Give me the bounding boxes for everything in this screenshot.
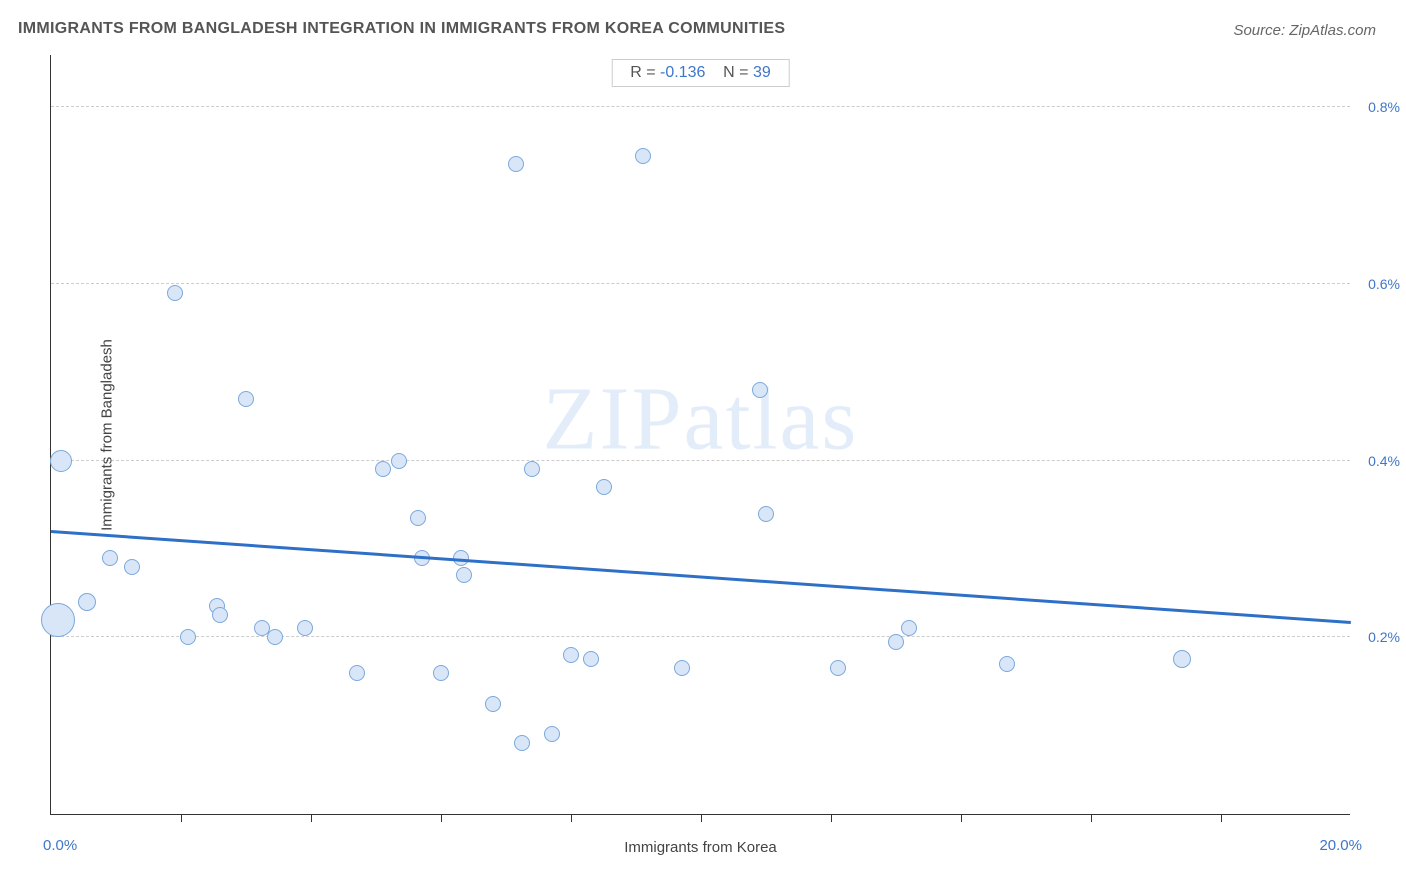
data-point bbox=[514, 735, 530, 751]
data-point bbox=[433, 665, 449, 681]
x-tick bbox=[571, 814, 572, 822]
gridline bbox=[51, 283, 1350, 284]
data-point bbox=[901, 620, 917, 636]
data-point bbox=[297, 620, 313, 636]
data-point bbox=[635, 148, 651, 164]
data-point bbox=[410, 510, 426, 526]
stats-box: R = -0.136 N = 39 bbox=[611, 59, 790, 87]
scatter-plot: ZIPatlas R = -0.136 N = 39 0.2%0.4%0.6%0… bbox=[50, 55, 1350, 815]
data-point bbox=[583, 651, 599, 667]
data-point bbox=[596, 479, 612, 495]
data-point bbox=[267, 629, 283, 645]
data-point bbox=[41, 603, 75, 637]
y-tick-label: 0.4% bbox=[1368, 453, 1400, 469]
y-axis-label: Immigrants from Bangladesh bbox=[98, 339, 115, 531]
n-label: N = bbox=[723, 64, 748, 81]
data-point bbox=[238, 391, 254, 407]
y-tick-label: 0.2% bbox=[1368, 629, 1400, 645]
x-tick bbox=[831, 814, 832, 822]
y-tick-label: 0.6% bbox=[1368, 276, 1400, 292]
gridline bbox=[51, 636, 1350, 637]
watermark-text: ZIPatlas bbox=[543, 368, 859, 471]
x-min-label: 0.0% bbox=[43, 837, 77, 854]
x-axis-label: Immigrants from Korea bbox=[624, 839, 777, 856]
data-point bbox=[674, 660, 690, 676]
data-point bbox=[888, 634, 904, 650]
data-point bbox=[124, 559, 140, 575]
data-point bbox=[563, 647, 579, 663]
trend-line bbox=[51, 530, 1351, 624]
data-point bbox=[485, 696, 501, 712]
data-point bbox=[758, 506, 774, 522]
x-tick bbox=[961, 814, 962, 822]
chart-title: IMMIGRANTS FROM BANGLADESH INTEGRATION I… bbox=[18, 20, 785, 38]
n-value: 39 bbox=[753, 64, 771, 81]
source-attribution: Source: ZipAtlas.com bbox=[1233, 22, 1376, 39]
data-point bbox=[1173, 650, 1191, 668]
data-point bbox=[999, 656, 1015, 672]
x-tick bbox=[1091, 814, 1092, 822]
data-point bbox=[830, 660, 846, 676]
data-point bbox=[212, 607, 228, 623]
data-point bbox=[78, 593, 96, 611]
x-tick bbox=[441, 814, 442, 822]
data-point bbox=[508, 156, 524, 172]
data-point bbox=[544, 726, 560, 742]
data-point bbox=[391, 453, 407, 469]
x-tick bbox=[181, 814, 182, 822]
r-value: -0.136 bbox=[660, 64, 705, 81]
data-point bbox=[456, 567, 472, 583]
data-point bbox=[180, 629, 196, 645]
data-point bbox=[102, 550, 118, 566]
data-point bbox=[752, 382, 768, 398]
gridline bbox=[51, 460, 1350, 461]
data-point bbox=[50, 450, 72, 472]
data-point bbox=[375, 461, 391, 477]
data-point bbox=[167, 285, 183, 301]
r-label: R = bbox=[630, 64, 655, 81]
data-point bbox=[524, 461, 540, 477]
y-tick-label: 0.8% bbox=[1368, 99, 1400, 115]
gridline bbox=[51, 106, 1350, 107]
x-tick bbox=[701, 814, 702, 822]
x-tick bbox=[311, 814, 312, 822]
data-point bbox=[349, 665, 365, 681]
x-tick bbox=[1221, 814, 1222, 822]
x-max-label: 20.0% bbox=[1319, 837, 1362, 854]
